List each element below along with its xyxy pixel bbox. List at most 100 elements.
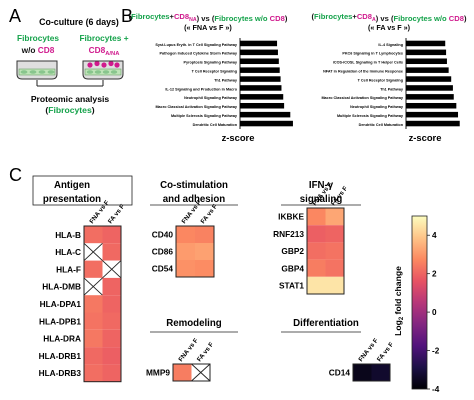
group-title: Differentiation: [293, 318, 359, 329]
bar: [406, 67, 449, 73]
bar-chart-subtitle: (« FNA vs F »): [184, 23, 232, 32]
heatmap-cell: [325, 208, 344, 226]
title-part: ) vs (: [376, 14, 394, 23]
right-cd8-main: CD8: [89, 45, 106, 55]
title-part: +: [170, 12, 175, 21]
x-axis-label: z-score: [409, 132, 442, 143]
heatmap-cell: [102, 226, 121, 244]
colorbar-tick-label: -2: [432, 347, 440, 356]
title-part: +: [352, 12, 357, 21]
colorbar-tick-label: 0: [432, 308, 437, 317]
bar-category-label: Multiple Sclerosis Signaling Pathway: [171, 114, 238, 118]
panel-b-letter: B: [121, 6, 133, 26]
heatmap-row-label: CD86: [152, 247, 174, 257]
heatmap-cell: [102, 243, 121, 261]
column-label: FA vs F: [196, 341, 215, 363]
heatmap-row-label: HLA-B: [55, 230, 81, 240]
group-title: signaling: [300, 194, 343, 205]
bar-category-label: Pathogen Induced Cytokine Storm Pathway: [159, 52, 237, 56]
heatmap-row-label: GBP4: [281, 263, 304, 273]
bar: [406, 120, 460, 127]
fibrocytes-left-label: Fibrocytes: [17, 33, 59, 43]
left-wo-text: w/o: [21, 45, 38, 55]
heatmap-border: [172, 363, 211, 382]
heatmap-row-label: HLA-DMB: [42, 282, 81, 292]
title-part: Fibrocytes w/o: [394, 14, 449, 23]
group-title: IFN-γ: [309, 180, 334, 191]
title-part: (: [129, 12, 132, 21]
na-cross: [83, 242, 103, 261]
analysis-close-paren: ): [92, 105, 95, 115]
heatmap-row-label: CD40: [152, 230, 174, 240]
na-cross: [83, 277, 103, 296]
heatmap-row-label: GBP2: [281, 246, 304, 256]
colorbar-tick-label: -4: [432, 385, 440, 394]
title-part: CD8: [357, 12, 372, 21]
heatmap-cell: [307, 225, 326, 243]
bar: [406, 102, 457, 109]
heatmap-cell: [371, 364, 390, 381]
dish-left-icon: [16, 60, 58, 80]
heatmap-cell: [325, 225, 344, 243]
heatmap-cell: [353, 364, 372, 381]
heatmap-cell: [84, 312, 103, 330]
colorbar-gradient: [411, 215, 428, 390]
co-culture-title: Co-culture (6 days): [39, 17, 119, 27]
heatmap-cell: [84, 260, 103, 278]
bar-category-label: T Cell Receptor Signaling: [192, 70, 238, 74]
heatmap-cell: [176, 226, 195, 243]
bar-category-label: iCOS-iCOSL Signaling in T Helper Cells: [333, 61, 403, 65]
left-cd8-text: CD8: [38, 45, 55, 55]
heatmap-cell: [102, 364, 121, 382]
heatmap-cell: [84, 329, 103, 348]
heatmap-row-label: STAT1: [279, 280, 304, 290]
bar-category-label: Macro Classical Activation Signaling Pat…: [321, 96, 403, 100]
bar: [240, 67, 280, 73]
colorbar-tick-label: 2: [432, 270, 437, 279]
title-part: ): [285, 14, 288, 23]
bar: [240, 94, 284, 100]
column-label: FA vs F: [200, 203, 219, 225]
bar-category-label: Macro Classical Activation Signaling Pat…: [155, 105, 237, 109]
title-part: CD8: [270, 14, 285, 23]
group-title: Antigen: [54, 180, 90, 191]
bar: [406, 94, 454, 100]
connector-lines: [36, 80, 104, 87]
analysis-fibrocytes-label: (Fibrocytes): [45, 105, 94, 115]
bar-chart-subtitle: (« FA vs F »): [368, 23, 411, 32]
heatmap-row-label: HLA-DPB1: [39, 316, 81, 326]
colorbar-label-log: Log: [393, 320, 403, 336]
heatmap-row-label: HLA-DPA1: [40, 299, 82, 309]
heatmap-row-label: CD54: [152, 264, 174, 274]
bar-category-label: IL-4 Signaling: [378, 43, 403, 47]
heatmap-cell: [84, 295, 103, 313]
x-axis-label: z-score: [222, 132, 255, 143]
analysis-fibrocytes-text: Fibrocytes: [48, 105, 92, 115]
bar-chart-fa-vs-f: (Fibrocytes+CD8A) vs (Fibrocytes w/o CD8…: [311, 12, 467, 143]
panel-b: B (Fibrocytes+CD8NA) vs (Fibrocytes w/o …: [121, 6, 467, 143]
bar-chart-title: (Fibrocytes+CD8NA) vs (Fibrocytes w/o CD…: [129, 12, 288, 23]
bar-category-label: Pyroptosis Signaling Pathway: [183, 61, 237, 65]
group-title: presentation: [43, 194, 101, 205]
bar-category-label: Th1 Pathway: [214, 78, 238, 82]
analysis-open-paren: (: [45, 105, 48, 115]
heatmap-row-label: RNF213: [273, 229, 304, 239]
heatmap-cell: [325, 259, 344, 277]
group-title-frame: [32, 175, 133, 206]
title-part: ): [464, 14, 467, 23]
bar: [240, 49, 278, 56]
heatmap-cell: [176, 243, 195, 260]
bar-chart-fna-vs-f: (Fibrocytes+CD8NA) vs (Fibrocytes w/o CD…: [129, 12, 293, 143]
bar: [406, 49, 447, 56]
bar: [406, 76, 452, 82]
title-part: Fibrocytes w/o: [214, 14, 269, 23]
heatmap-row-label: HLA-DRB1: [39, 351, 82, 361]
bar-category-label: Multiple Sclerosis Signaling Pathway: [337, 114, 404, 118]
heatmap-cell: [176, 260, 195, 277]
bar-category-label: Syst.Lupus Eryth. in T Cell Signaling Pa…: [155, 43, 238, 47]
